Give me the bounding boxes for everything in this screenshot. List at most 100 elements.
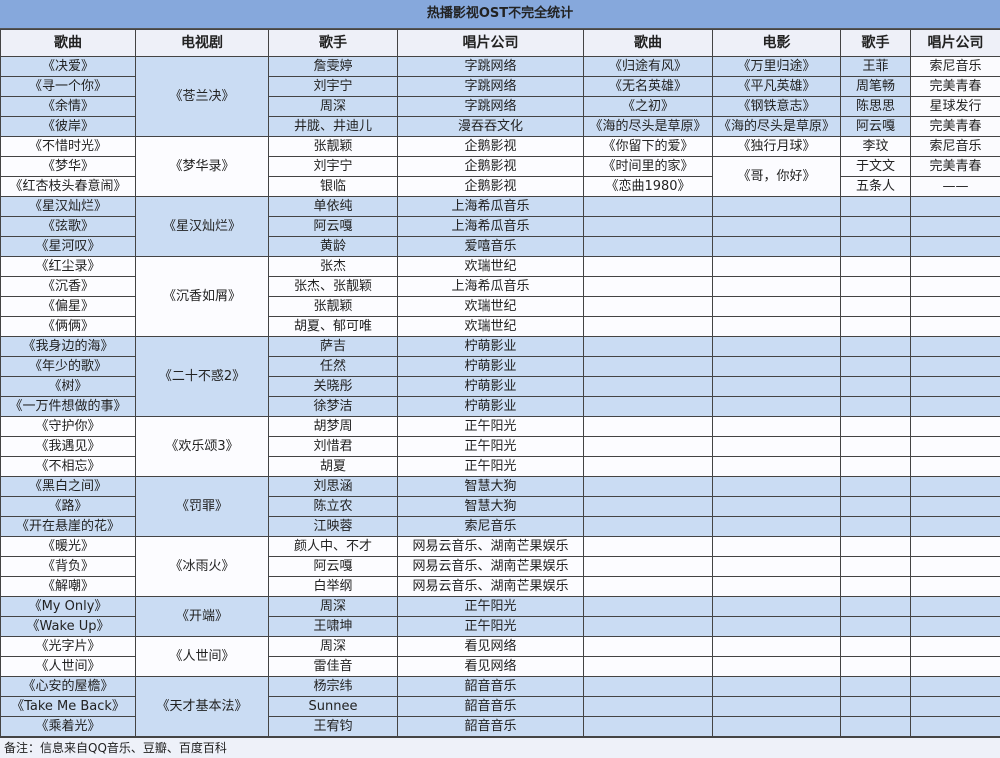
movie-title-cell bbox=[713, 317, 841, 337]
movie-title-cell bbox=[713, 617, 841, 637]
tv-song-cell: 《光字片》 bbox=[1, 637, 136, 657]
movie-song-cell bbox=[584, 217, 713, 237]
movie-label-cell bbox=[911, 717, 1000, 737]
tv-song-cell: 《开在悬崖的花》 bbox=[1, 517, 136, 537]
footer-note: 备注：信息来自QQ音乐、豆瓣、百度百科 bbox=[0, 737, 1000, 758]
movie-title-cell bbox=[713, 297, 841, 317]
tv-label-cell: 正午阳光 bbox=[398, 617, 584, 637]
movie-label-cell: 完美青春 bbox=[911, 157, 1000, 177]
movie-song-cell bbox=[584, 437, 713, 457]
movie-singer-cell bbox=[841, 637, 911, 657]
tv-label-cell: 正午阳光 bbox=[398, 417, 584, 437]
tv-label-cell: 智慧大狗 bbox=[398, 497, 584, 517]
movie-label-cell bbox=[911, 537, 1000, 557]
movie-singer-cell bbox=[841, 617, 911, 637]
header-tv-song: 歌曲 bbox=[1, 30, 136, 57]
tv-singer-cell: 江映蓉 bbox=[269, 517, 398, 537]
tv-song-cell: 《乘着光》 bbox=[1, 717, 136, 737]
tv-drama-cell: 《星汉灿烂》 bbox=[136, 197, 269, 257]
tv-label-cell: 正午阳光 bbox=[398, 457, 584, 477]
movie-song-cell bbox=[584, 597, 713, 617]
movie-singer-cell bbox=[841, 197, 911, 217]
movie-label-cell bbox=[911, 257, 1000, 277]
movie-song-cell: 《时间里的家》 bbox=[584, 157, 713, 177]
movie-label-cell bbox=[911, 517, 1000, 537]
movie-title-cell bbox=[713, 337, 841, 357]
movie-singer-cell bbox=[841, 417, 911, 437]
tv-label-cell: 柠萌影业 bbox=[398, 337, 584, 357]
movie-singer-cell bbox=[841, 497, 911, 517]
tv-label-cell: 字跳网络 bbox=[398, 97, 584, 117]
tv-song-cell: 《星汉灿烂》 bbox=[1, 197, 136, 217]
tv-drama-cell: 《开端》 bbox=[136, 597, 269, 637]
movie-singer-cell bbox=[841, 397, 911, 417]
tv-label-cell: 看见网络 bbox=[398, 657, 584, 677]
movie-song-cell bbox=[584, 457, 713, 477]
movie-singer-cell bbox=[841, 377, 911, 397]
tv-label-cell: 企鹅影视 bbox=[398, 157, 584, 177]
header-tv-drama: 电视剧 bbox=[136, 30, 269, 57]
movie-title-cell bbox=[713, 417, 841, 437]
tv-song-cell: 《余情》 bbox=[1, 97, 136, 117]
movie-song-cell: 《你留下的爱》 bbox=[584, 137, 713, 157]
tv-song-cell: 《寻一个你》 bbox=[1, 77, 136, 97]
tv-song-cell: 《我身边的海》 bbox=[1, 337, 136, 357]
tv-song-cell: 《守护你》 bbox=[1, 417, 136, 437]
tv-label-cell: 爱嘻音乐 bbox=[398, 237, 584, 257]
movie-title-cell: 《海的尽头是草原》 bbox=[713, 117, 841, 137]
tv-label-cell: 索尼音乐 bbox=[398, 517, 584, 537]
tv-label-cell: 欢瑞世纪 bbox=[398, 257, 584, 277]
movie-label-cell: 完美青春 bbox=[911, 117, 1000, 137]
tv-song-cell: 《黑白之间》 bbox=[1, 477, 136, 497]
movie-singer-cell bbox=[841, 317, 911, 337]
movie-label-cell bbox=[911, 397, 1000, 417]
movie-label-cell bbox=[911, 597, 1000, 617]
tv-drama-cell: 《欢乐颂3》 bbox=[136, 417, 269, 477]
tv-song-cell: 《一万件想做的事》 bbox=[1, 397, 136, 417]
header-movie-label: 唱片公司 bbox=[911, 30, 1000, 57]
movie-title-cell bbox=[713, 637, 841, 657]
movie-song-cell bbox=[584, 617, 713, 637]
movie-label-cell bbox=[911, 297, 1000, 317]
movie-title-cell bbox=[713, 377, 841, 397]
tv-drama-cell: 《天才基本法》 bbox=[136, 677, 269, 737]
tv-singer-cell: 阿云嘎 bbox=[269, 217, 398, 237]
movie-title-cell: 《独行月球》 bbox=[713, 137, 841, 157]
tv-song-cell: 《Wake Up》 bbox=[1, 617, 136, 637]
movie-title-cell bbox=[713, 237, 841, 257]
movie-singer-cell bbox=[841, 237, 911, 257]
movie-singer-cell: 周笔畅 bbox=[841, 77, 911, 97]
movie-song-cell bbox=[584, 517, 713, 537]
tv-song-cell: 《决爱》 bbox=[1, 57, 136, 77]
table-row: 《暖光》《冰雨火》颜人中、不才网易云音乐、湖南芒果娱乐 bbox=[1, 537, 1000, 557]
movie-song-cell bbox=[584, 197, 713, 217]
movie-label-cell bbox=[911, 697, 1000, 717]
table-row: 《心安的屋檐》《天才基本法》杨宗纬韶音音乐 bbox=[1, 677, 1000, 697]
tv-label-cell: 欢瑞世纪 bbox=[398, 317, 584, 337]
tv-drama-cell: 《人世间》 bbox=[136, 637, 269, 677]
movie-title-cell bbox=[713, 277, 841, 297]
movie-singer-cell bbox=[841, 277, 911, 297]
movie-singer-cell: 陈思思 bbox=[841, 97, 911, 117]
tv-song-cell: 《不惜时光》 bbox=[1, 137, 136, 157]
tv-singer-cell: 徐梦洁 bbox=[269, 397, 398, 417]
movie-label-cell bbox=[911, 317, 1000, 337]
movie-song-cell bbox=[584, 417, 713, 437]
tv-song-cell: 《解嘲》 bbox=[1, 577, 136, 597]
table-row: 《光字片》《人世间》周深看见网络 bbox=[1, 637, 1000, 657]
movie-title-cell: 《万里归途》 bbox=[713, 57, 841, 77]
ost-table: 歌曲 电视剧 歌手 唱片公司 歌曲 电影 歌手 唱片公司 《决爱》《苍兰决》詹雯… bbox=[0, 29, 1000, 737]
tv-singer-cell: 周深 bbox=[269, 637, 398, 657]
tv-label-cell: 网易云音乐、湖南芒果娱乐 bbox=[398, 537, 584, 557]
movie-label-cell bbox=[911, 457, 1000, 477]
movie-title-cell bbox=[713, 717, 841, 737]
tv-song-cell: 《偏星》 bbox=[1, 297, 136, 317]
table-row: 《红尘录》《沉香如屑》张杰欢瑞世纪 bbox=[1, 257, 1000, 277]
tv-drama-cell: 《梦华录》 bbox=[136, 137, 269, 197]
tv-label-cell: 韶音音乐 bbox=[398, 717, 584, 737]
tv-drama-cell: 《沉香如屑》 bbox=[136, 257, 269, 337]
movie-song-cell: 《之初》 bbox=[584, 97, 713, 117]
movie-title-cell bbox=[713, 697, 841, 717]
tv-singer-cell: 刘宇宁 bbox=[269, 157, 398, 177]
movie-label-cell bbox=[911, 377, 1000, 397]
